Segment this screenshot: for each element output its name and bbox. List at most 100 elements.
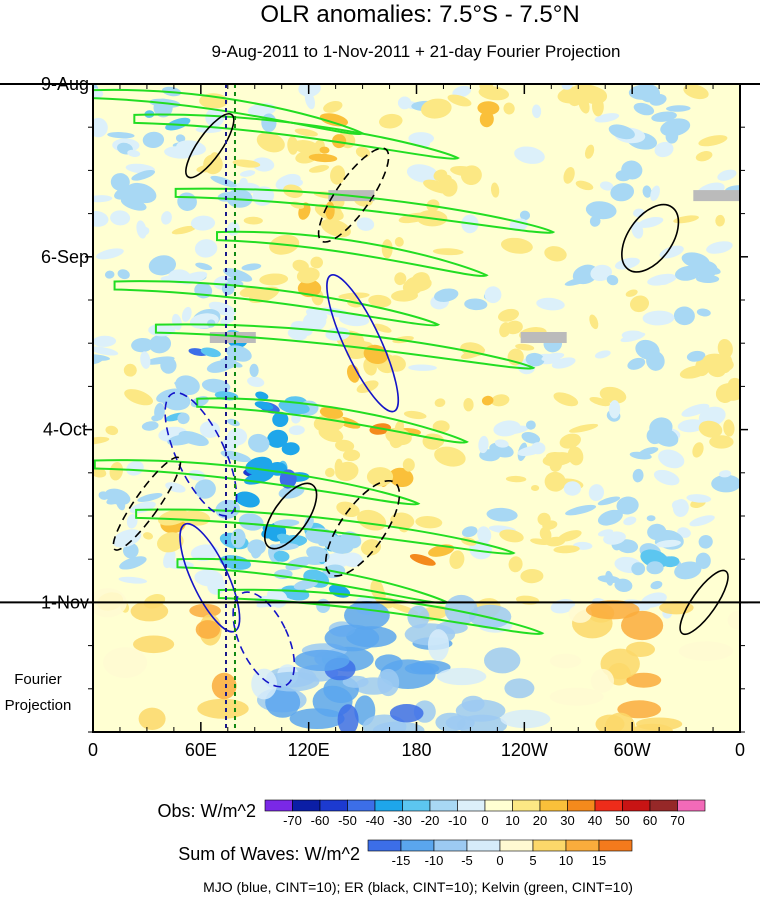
colorbar-swatch [622,799,651,812]
anomaly-patch [531,104,542,119]
anomaly-patch [389,430,405,449]
anomaly-patch [131,337,154,353]
mjo-contour [232,591,296,688]
anomaly-patch [572,264,599,285]
anomaly-patch [544,471,566,492]
anomaly-patch [461,526,478,538]
anomaly-patch [288,425,305,436]
anomaly-patch [621,160,643,180]
footer-note: MJO (blue, CINT=10); ER (black, CINT=10)… [203,879,633,895]
colorbar-swatch [677,799,706,812]
anomaly-patch [627,357,646,370]
anomaly-patch [208,301,236,316]
anomaly-patch [112,529,142,548]
anomaly-patch [148,334,172,354]
forecast-patch [678,641,734,661]
missing-data-patch [520,332,567,343]
anomaly-patch [325,467,335,478]
anomaly-patch [662,556,680,568]
anomaly-patch [727,377,740,391]
anomaly-patch [148,255,177,276]
anomaly-patch [235,491,260,508]
x-tick-label: 60E [185,740,217,760]
anomaly-patch [124,389,153,406]
anomaly-patch [479,111,494,128]
anomaly-patch [610,183,635,202]
anomaly-patch [360,539,382,556]
colorbar-swatch [565,839,600,852]
anomaly-patch [195,262,213,271]
anomaly-patch [409,554,436,566]
anomaly-patch [484,286,502,304]
anomaly-patch [565,504,597,516]
anomaly-patch [296,267,320,284]
forecast-patch [549,687,604,706]
anomaly-patch [118,576,148,584]
colorbar-swatch [319,799,348,812]
anomaly-patch [388,467,414,488]
anomaly-patch [158,509,189,526]
anomaly-patch [93,211,109,227]
anomaly-patch [177,412,190,425]
forecast-patch [337,704,359,732]
anomaly-patch [526,420,536,430]
colorbar-swatch [433,839,468,852]
forecast-patch [484,647,521,674]
anomaly-patch [194,569,223,587]
anomaly-patch [632,468,644,483]
anomaly-patch [588,484,605,502]
anomaly-patch [405,275,432,292]
anomaly-patch [319,406,344,419]
anomaly-patch [589,397,611,407]
anomaly-patch [639,84,660,103]
anomaly-patch [490,182,500,198]
anomaly-patch [723,419,735,437]
anomaly-patch [515,343,535,351]
anomaly-patch [273,550,290,562]
anomaly-patch [698,420,723,438]
anomaly-patch [142,532,154,540]
anomaly-patch [433,169,448,182]
anomaly-patch [434,288,459,302]
anomaly-patch [440,178,458,197]
anomaly-patch [267,429,289,448]
anomaly-patch [381,239,393,259]
anomaly-patch [93,467,107,478]
anomaly-patch [110,173,130,191]
anomaly-patch [497,308,520,322]
anomaly-patch [642,310,675,326]
kelvin-contour [154,323,536,370]
anomaly-patch [561,84,573,90]
anomaly-patch [692,442,704,458]
anomaly-patch [715,214,725,227]
anomaly-patch [302,311,327,332]
anomaly-patch [432,420,450,433]
anomaly-patch [420,98,452,119]
anomaly-patch [323,100,343,113]
anomaly-patch [272,411,289,428]
anomaly-patch [505,475,527,483]
anomaly-patch [646,350,665,371]
anomaly-patch [338,292,370,300]
anomaly-patch [115,495,126,511]
anomaly-patch [248,433,270,453]
anomaly-patch [332,134,347,149]
anomaly-patch [319,113,349,127]
anomaly-patch [131,169,156,181]
anomaly-patch [696,308,711,317]
anomaly-patch [517,445,543,457]
anomaly-patch [171,313,182,331]
anomaly-patch [464,298,488,311]
anomaly-patch [325,201,335,220]
er-contour [679,569,729,636]
missing-data-patch [209,332,256,343]
colorbar-swatch [649,799,678,812]
anomaly-patch [293,579,319,590]
anomaly-patch [292,140,320,154]
anomaly-patch [248,286,280,304]
kelvin-contour [174,187,556,234]
anomaly-patch [107,132,135,139]
anomaly-patch [481,395,494,406]
anomaly-patch [325,327,350,341]
forecast-patch [500,709,551,729]
